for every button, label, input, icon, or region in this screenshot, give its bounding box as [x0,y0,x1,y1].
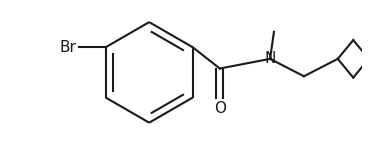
Text: N: N [264,51,276,66]
Text: O: O [214,101,226,116]
Text: Br: Br [60,40,77,55]
